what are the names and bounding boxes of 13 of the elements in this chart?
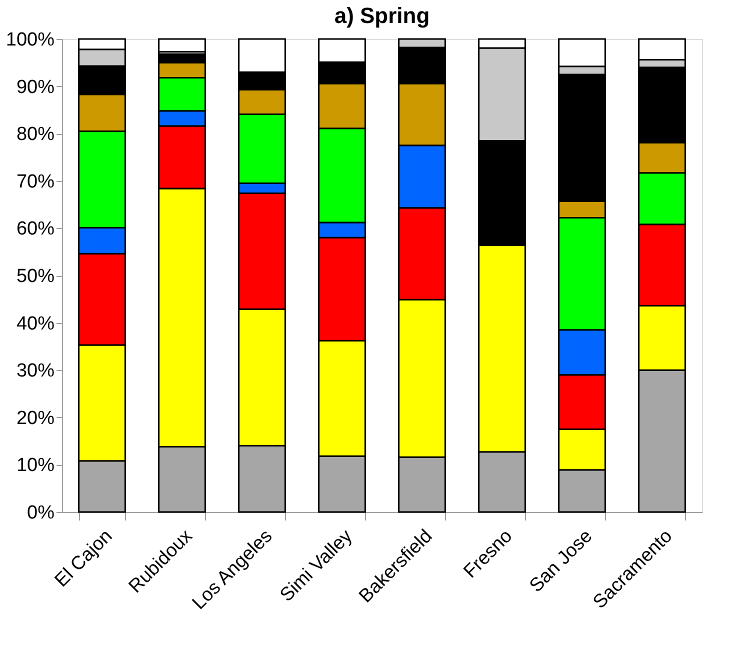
y-tick-label: 60% [16, 218, 55, 240]
y-tick-label: 100% [6, 30, 55, 50]
y-tick-label: 10% [16, 455, 55, 476]
y-tick-label: 0% [27, 502, 55, 524]
y-tick-label: 80% [16, 124, 55, 146]
y-tick-label: 20% [16, 408, 55, 429]
y-tick-label: 90% [16, 76, 55, 98]
chart-title: a) Spring [334, 3, 430, 28]
y-tick-label: 70% [16, 171, 55, 192]
y-tick-label: 50% [16, 266, 55, 287]
bar [158, 38, 206, 53]
y-tick-label: 30% [16, 360, 55, 382]
y-tick-label: 40% [16, 313, 55, 334]
